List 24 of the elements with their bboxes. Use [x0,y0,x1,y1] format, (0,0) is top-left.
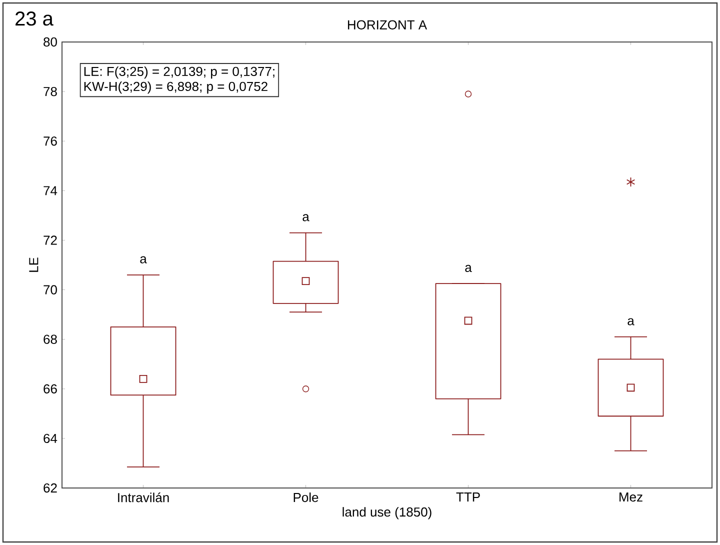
y-tick-label: 72 [44,236,57,245]
y-axis-title: LE [29,258,38,272]
y-tick-label: 68 [44,334,57,344]
annotation: a [628,318,634,326]
y-tick-label: 66 [44,384,57,394]
y-tick-label: 80 [44,37,57,47]
y-tick-label: 62 [44,483,57,493]
annotation: KW-H(3;29) = 6,898; p = 0,0752 [84,81,268,94]
x-axis-title: land use (1850) [342,507,432,520]
y-tick-label: 64 [44,434,58,444]
y-tick-label: 74 [44,186,58,196]
x-tick-label: TTP [456,492,480,502]
x-tick-label: Pole [294,492,318,502]
annotation: a [465,264,472,272]
x-tick-label: Intravilán [118,492,169,502]
x-tick-label: Mez [620,492,642,502]
chart-title: HORIZONT A [348,20,428,30]
annotation: a [302,214,310,222]
y-tick-label: 70 [44,285,57,294]
y-tick-label: 78 [44,86,57,96]
text: 23 a [16,12,54,26]
annotation: LE: F(3;25) = 2,0139; p = 0,1377; [84,66,274,79]
annotation: a [140,256,147,264]
y-tick-label: 76 [44,136,57,146]
